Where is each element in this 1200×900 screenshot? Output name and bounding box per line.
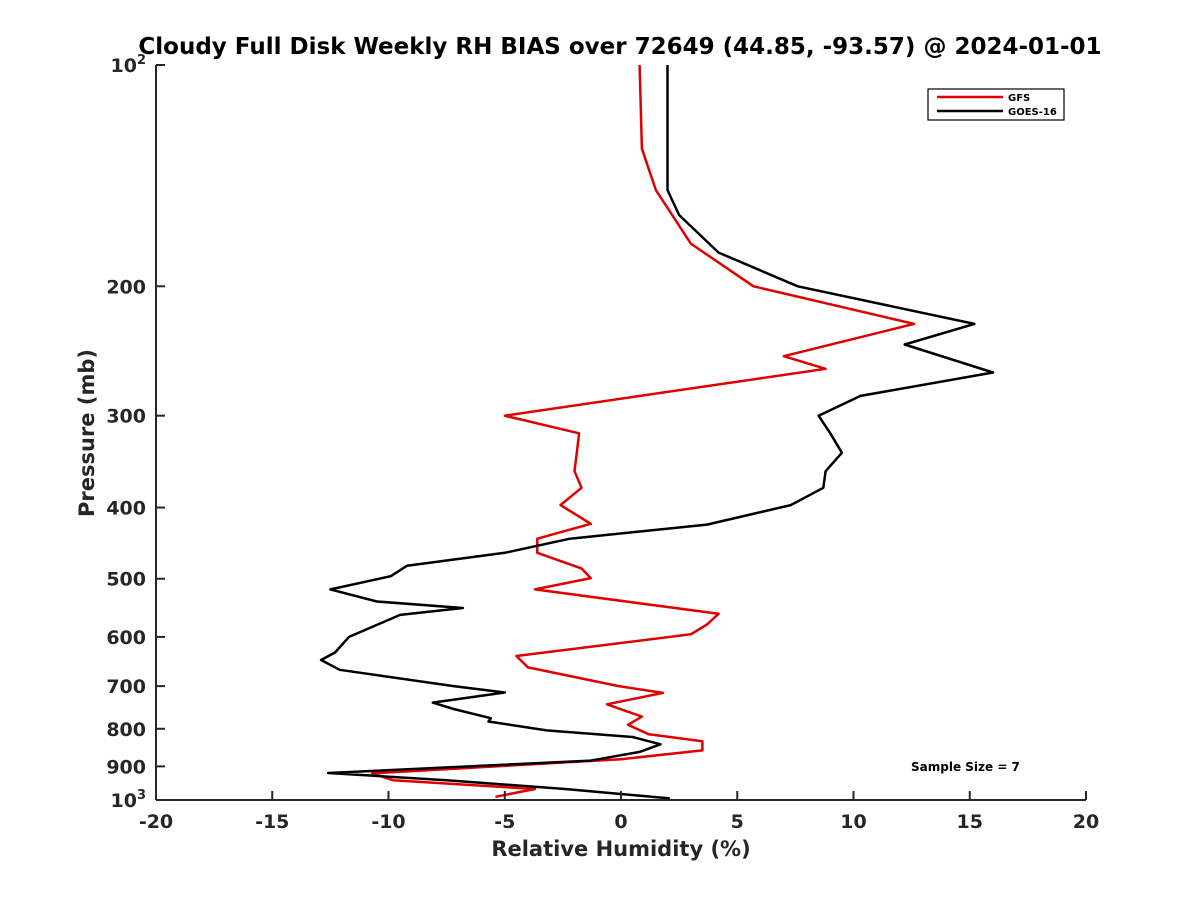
y-tick-label: 300 [106,406,146,428]
legend-box [927,88,1065,121]
x-tick-label: 20 [1073,811,1099,833]
y-tick-label: 600 [106,627,146,649]
y-tick-label: 200 [106,276,146,298]
y-tick-label: 900 [106,756,146,778]
x-tick-label: 0 [614,811,627,833]
y-ticks: 102 200 300 400 500 600 700 800 900 103 [106,53,165,812]
legend-label-gfs: GFS [1008,93,1030,104]
y-axis-label: Pressure (mb) [75,349,99,517]
y-tick-label: 103 [111,788,147,812]
y-tick-label: 400 [106,498,146,520]
x-tick-label: -20 [139,811,173,833]
y-tick-label: 102 [111,53,147,77]
series-line-goes-16 [319,65,995,800]
x-tick-label: 15 [957,811,983,833]
x-ticks: -20 -15 -10 -5 0 5 10 15 20 [139,791,1099,833]
chart-title: Cloudy Full Disk Weekly RH BIAS over 726… [138,34,1101,60]
legend: GFS GOES-16 [927,88,1065,121]
legend-label-goes16: GOES-16 [1008,107,1057,118]
x-tick-label: -15 [255,811,289,833]
series-layer [319,64,995,800]
series-line-gfs [370,64,916,799]
x-tick-label: -5 [494,811,515,833]
y-tick-label: 500 [106,569,146,591]
axes [155,65,1086,801]
y-tick-label: 700 [106,676,146,698]
x-tick-label: 10 [840,811,866,833]
sample-size-annotation: Sample Size = 7 [911,760,1020,774]
x-tick-label: -10 [371,811,405,833]
x-tick-label: 5 [731,811,744,833]
x-axis-label: Relative Humidity (%) [491,837,750,861]
y-tick-label: 800 [106,719,146,741]
